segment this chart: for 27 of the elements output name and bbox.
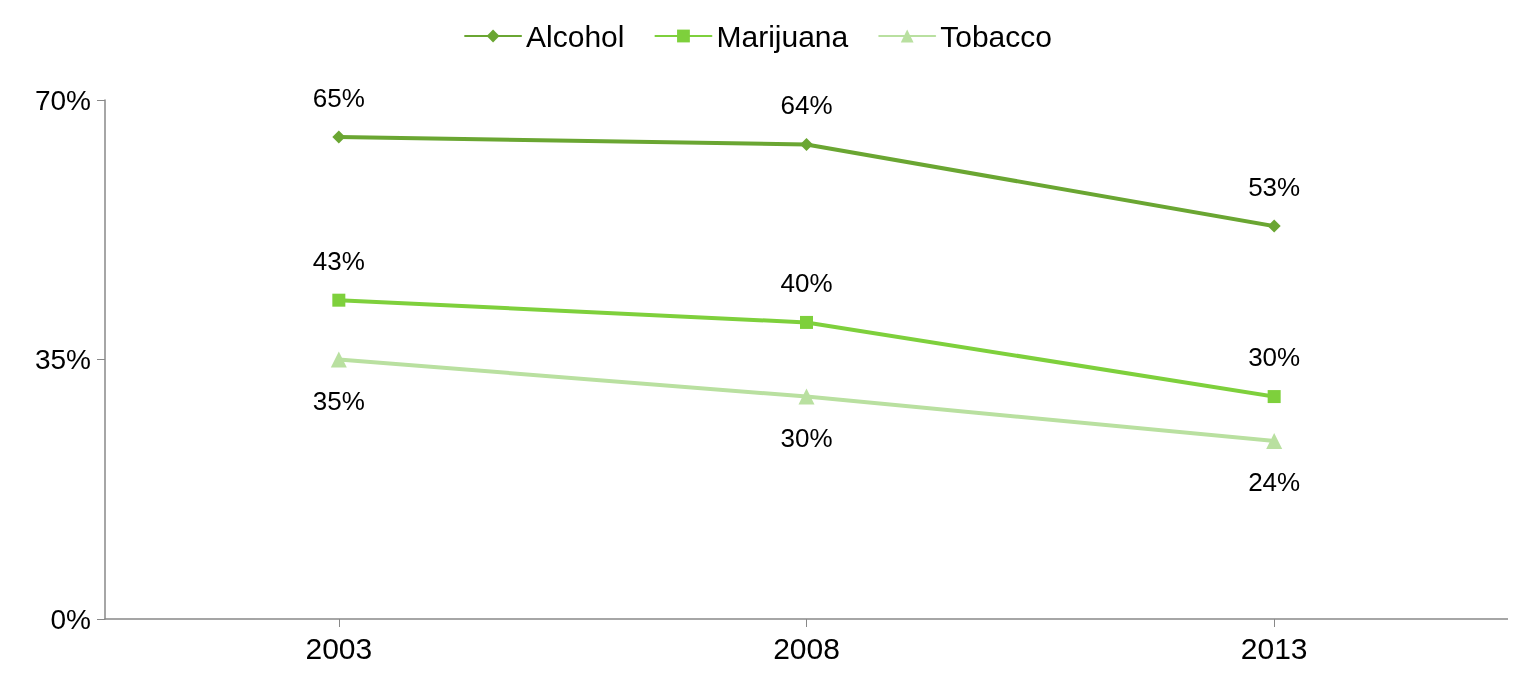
point [332, 130, 346, 144]
point [1267, 219, 1281, 233]
point [332, 293, 346, 307]
data-label: 24% [1248, 467, 1301, 498]
data-label: 53% [1248, 171, 1301, 202]
y-tick-label: 35% [34, 344, 91, 375]
data-label: 35% [312, 385, 365, 416]
point [798, 388, 815, 405]
point [800, 315, 813, 329]
legend-label: Marijuana [716, 19, 849, 53]
x-tick-label: 2008 [773, 631, 840, 665]
data-label: 65% [312, 82, 365, 113]
x-tick-label: 2013 [1240, 631, 1308, 665]
point [800, 137, 813, 151]
data-label: 30% [1248, 342, 1301, 373]
legend-label: Tobacco [940, 19, 1052, 53]
point [330, 351, 347, 368]
data-label: 40% [780, 267, 833, 298]
y-tick-label: 0% [50, 603, 91, 635]
x-tick-label: 2003 [305, 631, 373, 665]
data-label: 43% [312, 245, 365, 276]
data-label: 64% [780, 89, 833, 120]
data-label: 30% [780, 422, 833, 453]
point [1266, 433, 1283, 450]
y-tick-label: 70% [34, 84, 91, 116]
legend-label: Alcohol [526, 19, 625, 53]
point [1267, 390, 1281, 404]
